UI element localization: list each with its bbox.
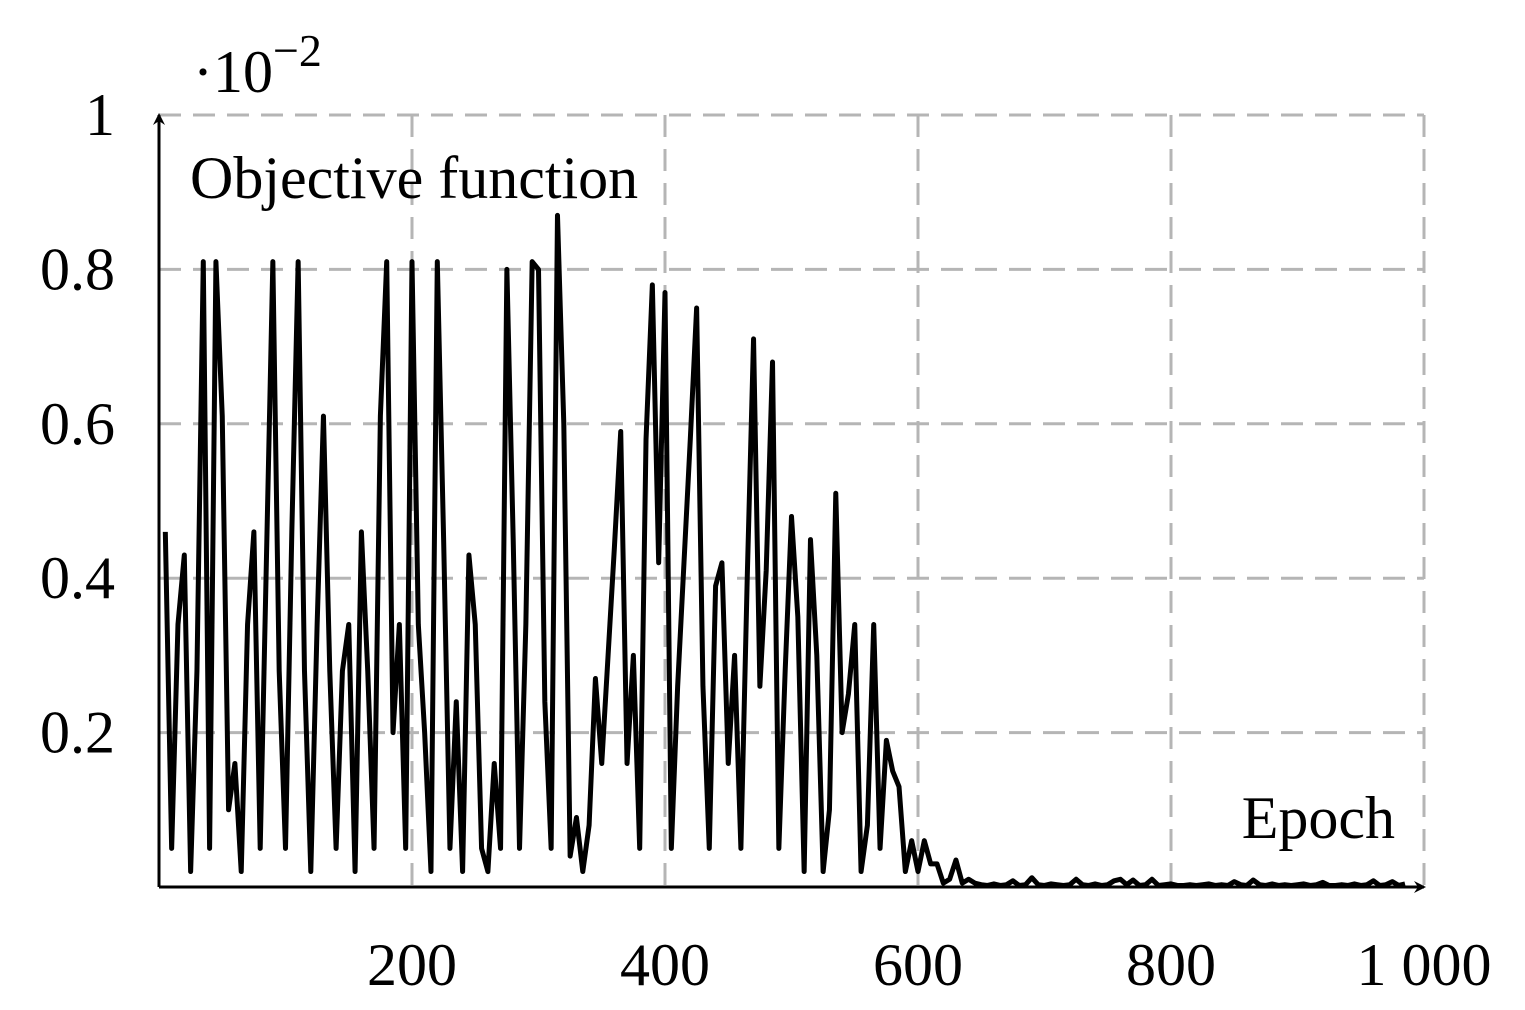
x-tick-label: 200 [367, 932, 457, 998]
y-tick-label: 0.6 [40, 391, 115, 457]
y-tick-label: 1 [85, 82, 115, 148]
multiplier-base: ·10 [193, 39, 273, 105]
plot-area [162, 212, 1406, 888]
y-axis-label: Objective function [190, 145, 638, 211]
y-tick-label: 0.4 [40, 545, 115, 611]
data-line [162, 212, 1406, 888]
x-axis-label: Epoch [1242, 785, 1395, 851]
y-tick-label: 0.8 [40, 236, 115, 302]
x-tick-label: 1 000 [1357, 932, 1492, 998]
x-tick-label: 400 [620, 932, 710, 998]
x-tick-label: 800 [1126, 932, 1216, 998]
x-tick-label: 600 [873, 932, 963, 998]
y-tick-label: 0.2 [40, 700, 115, 766]
y-multiplier: ·10−2 [193, 25, 322, 105]
multiplier-exponent: −2 [273, 25, 322, 76]
grid [159, 113, 1426, 887]
